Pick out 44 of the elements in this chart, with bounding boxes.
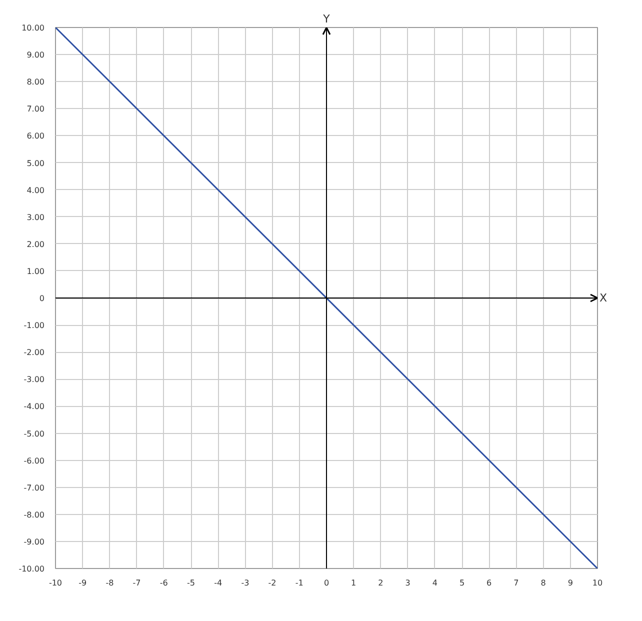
y-tick-label: -9.00 xyxy=(24,537,45,546)
x-tick-label: 6 xyxy=(486,578,492,588)
y-tick-label: -7.00 xyxy=(24,483,45,492)
y-tick-label: -2.00 xyxy=(24,348,45,358)
y-tick-label: 1.00 xyxy=(26,266,44,276)
x-tick-label: -9 xyxy=(78,578,87,588)
y-tick-label: -3.00 xyxy=(24,375,45,384)
x-tick-label: -6 xyxy=(160,578,168,588)
y-tick-label: -6.00 xyxy=(24,456,45,466)
y-tick-label: 10.00 xyxy=(22,24,45,32)
x-tick-label: -8 xyxy=(106,578,114,588)
y-tick-label: -8.00 xyxy=(24,510,45,520)
x-tick-label: -7 xyxy=(132,578,141,588)
y-tick-label: 6.00 xyxy=(26,132,44,141)
x-tick-label: 2 xyxy=(378,578,384,588)
x-tick-label: -10 xyxy=(48,578,62,588)
y-tick-label: -1.00 xyxy=(24,321,45,330)
y-tick-label: -5.00 xyxy=(24,429,45,438)
x-tick-label: 7 xyxy=(514,578,519,588)
y-tick-label: 9.00 xyxy=(26,50,44,60)
y-tick-label: 4.00 xyxy=(26,186,44,195)
y-tick-label: -10.00 xyxy=(18,564,45,574)
y-tick-label: 7.00 xyxy=(26,104,44,114)
x-tick-label: 0 xyxy=(324,578,330,588)
x-tick-label: -1 xyxy=(295,578,304,588)
y-tick-label: 3.00 xyxy=(26,212,44,222)
x-tick-label: -4 xyxy=(214,578,222,588)
x-tick-label: 4 xyxy=(432,578,438,588)
x-tick-label: 3 xyxy=(405,578,410,588)
x-tick-label: 5 xyxy=(459,578,465,588)
y-tick-label: 2.00 xyxy=(26,240,44,249)
x-tick-label: -3 xyxy=(241,578,250,588)
y-tick-label: 5.00 xyxy=(26,158,44,168)
x-axis-title: X xyxy=(600,292,608,304)
x-tick-label: 8 xyxy=(540,578,546,588)
y-axis-title: Y xyxy=(322,12,330,26)
x-tick-label: 1 xyxy=(351,578,356,588)
y-tick-label: -4.00 xyxy=(24,402,45,412)
y-tick-label: 8.00 xyxy=(26,78,44,87)
x-tick-label: -2 xyxy=(268,578,276,588)
x-tick-label: -5 xyxy=(187,578,195,588)
x-tick-label: 10 xyxy=(592,578,603,588)
y-tick-label: 0 xyxy=(39,294,45,303)
x-tick-label: 9 xyxy=(568,578,573,588)
